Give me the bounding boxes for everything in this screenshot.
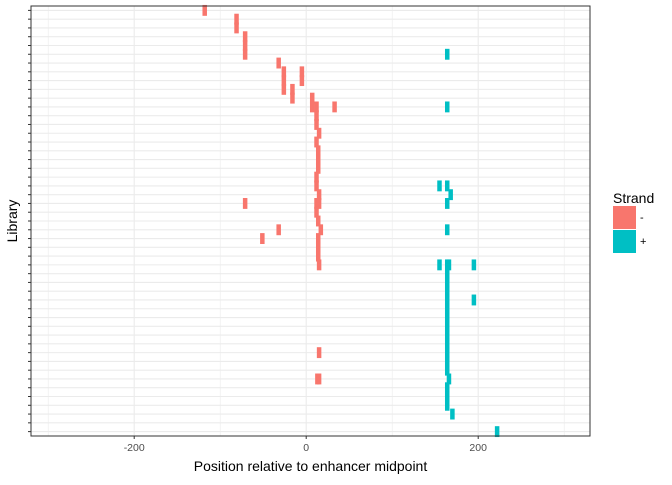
data-marks: [202, 4, 500, 438]
plus-strand-mark: [444, 399, 450, 411]
minus-strand-mark: [314, 206, 319, 218]
minus-strand-mark: [281, 83, 287, 95]
plus-strand-mark: [444, 276, 450, 288]
x-axis-title: Position relative to enhancer midpoint: [194, 458, 428, 474]
minus-strand-mark: [281, 66, 287, 78]
legend-key-plus: [613, 230, 636, 253]
minus-strand-mark: [242, 198, 248, 209]
plus-strand-mark: [444, 338, 450, 350]
minus-strand-mark: [318, 224, 324, 236]
plus-strand-mark: [437, 180, 442, 192]
minus-strand-mark: [316, 189, 322, 201]
minus-strand-mark: [242, 40, 248, 51]
plus-strand-mark: [446, 373, 452, 385]
plus-strand-mark: [444, 329, 450, 341]
plus-strand-mark: [444, 303, 450, 315]
x-tick-label: -200: [124, 442, 145, 454]
minus-strand-mark: [242, 48, 248, 60]
minus-strand-mark: [314, 110, 319, 122]
minus-strand-mark: [315, 215, 321, 227]
minus-strand-mark: [315, 241, 321, 253]
minus-strand-mark: [314, 180, 319, 192]
plus-strand-mark: [444, 320, 450, 332]
legend-label-plus: +: [640, 236, 646, 248]
minus-strand-mark: [290, 92, 295, 104]
minus-strand-mark: [316, 373, 322, 385]
minus-strand-mark: [290, 83, 295, 95]
minus-strand-mark: [314, 119, 319, 130]
y-axis-ticks: [28, 9, 31, 433]
minus-strand-mark: [316, 347, 322, 359]
plus-strand-mark: [448, 189, 453, 201]
minus-strand-mark: [299, 66, 305, 78]
plus-strand-mark: [444, 198, 450, 209]
minus-strand-mark: [315, 145, 321, 157]
minus-strand-mark: [299, 75, 305, 87]
minus-strand-mark: [276, 57, 281, 69]
plus-strand-mark: [444, 382, 450, 394]
plus-strand-mark: [437, 259, 442, 271]
plus-strand-mark: [446, 259, 452, 271]
plus-strand-mark: [444, 312, 450, 323]
plus-strand-mark: [444, 347, 450, 359]
plus-strand-mark: [444, 48, 450, 60]
x-tick-label: 0: [303, 442, 309, 454]
minus-strand-mark: [314, 198, 319, 209]
minus-strand-mark: [234, 13, 239, 25]
minus-strand-mark: [332, 101, 337, 113]
minus-strand-mark: [276, 224, 281, 236]
plus-strand-mark: [444, 364, 450, 376]
minus-strand-mark: [314, 171, 319, 183]
legend-label-minus: -: [640, 212, 644, 224]
minus-strand-mark: [309, 101, 315, 113]
plus-strand-mark: [444, 294, 450, 306]
plus-strand-mark: [494, 426, 500, 438]
legend-title: Strand: [613, 190, 654, 206]
minus-strand-mark: [315, 162, 321, 174]
plus-strand-mark: [471, 259, 477, 271]
x-tick-label: 200: [469, 442, 487, 454]
plot-panel: [30, 4, 591, 438]
plus-strand-mark: [444, 101, 450, 113]
legend-key-minus: [613, 206, 636, 229]
plus-strand-mark: [444, 391, 450, 402]
minus-strand-mark: [242, 31, 248, 43]
y-axis-title: Library: [4, 200, 20, 243]
x-axis-ticks: -200 0 200: [124, 436, 487, 454]
plus-strand-mark: [444, 180, 450, 192]
minus-strand-mark: [316, 259, 322, 271]
plus-strand-mark: [450, 408, 455, 420]
plus-strand-mark: [444, 268, 450, 280]
minus-strand-mark: [260, 233, 265, 244]
plus-strand-mark: [444, 355, 450, 367]
minus-strand-mark: [281, 75, 287, 87]
minus-strand-mark: [234, 22, 239, 34]
plus-strand-mark: [471, 294, 477, 306]
minus-strand-mark: [309, 92, 315, 104]
minus-strand-mark: [314, 101, 319, 113]
minus-strand-mark: [314, 136, 319, 148]
minus-strand-mark: [316, 127, 322, 139]
plus-strand-mark: [444, 224, 450, 236]
minus-strand-mark: [315, 154, 321, 166]
legend: Strand - +: [613, 190, 654, 253]
plus-strand-mark: [444, 285, 450, 297]
minus-strand-mark: [316, 198, 322, 209]
minus-strand-mark: [315, 233, 321, 244]
minus-strand-mark: [202, 4, 207, 16]
minus-strand-mark: [315, 250, 321, 262]
